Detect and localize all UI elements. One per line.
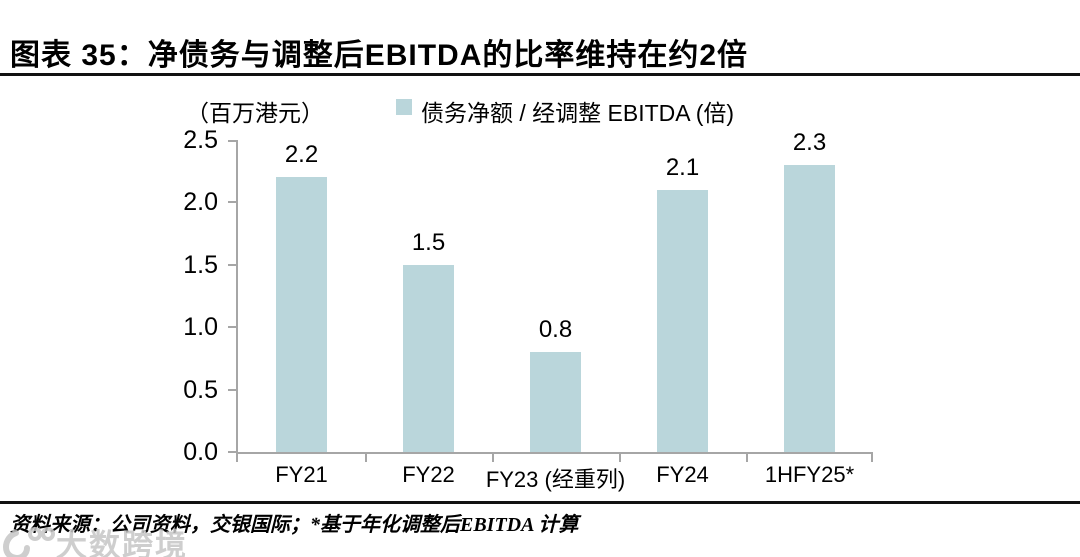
y-tick bbox=[228, 140, 236, 142]
x-tick-label: FY23 (经重列) bbox=[485, 467, 626, 492]
x-tick-label: FY21 bbox=[275, 462, 328, 487]
footer-divider bbox=[0, 501, 1080, 504]
y-axis-unit-label: （百万港元） bbox=[186, 100, 324, 126]
bar-value-label: 1.5 bbox=[411, 229, 446, 256]
y-tick bbox=[228, 451, 236, 453]
y-tick-label: 1.0 bbox=[183, 313, 218, 342]
source-note: 资料来源：公司资料，交银国际；*基于年化调整后EBITDA 计算 bbox=[10, 514, 579, 536]
y-tick bbox=[228, 326, 236, 329]
y-tick bbox=[228, 388, 236, 391]
bar-value-label: 0.8 bbox=[538, 316, 573, 343]
x-tick-label: FY24 bbox=[656, 462, 709, 487]
title-divider bbox=[0, 73, 1080, 76]
bar bbox=[657, 190, 708, 452]
y-tick bbox=[228, 263, 236, 266]
x-tick-label: 1HFY25* bbox=[764, 462, 855, 487]
x-tick bbox=[236, 454, 238, 462]
bar bbox=[276, 177, 327, 452]
plot-area: 2.2 FY21 1.5 FY22 0.8 FY23 (经重列) 2.1 FY24 2.3 1HF… bbox=[183, 126, 873, 492]
y-tick-label: 2.0 bbox=[183, 188, 218, 217]
legend-swatch-icon bbox=[396, 99, 412, 115]
x-tick bbox=[365, 454, 367, 462]
y-tick-label: 1.5 bbox=[183, 250, 218, 279]
bar bbox=[784, 165, 835, 452]
bar-value-label: 2.1 bbox=[665, 154, 700, 181]
y-tick bbox=[228, 201, 236, 204]
y-tick-label: 0.0 bbox=[183, 438, 218, 466]
x-tick bbox=[619, 454, 621, 462]
x-tick bbox=[871, 454, 873, 462]
legend-label: 债务净额 / 经调整 EBITDA (倍) bbox=[421, 100, 735, 126]
bar-value-label: 2.2 bbox=[284, 141, 319, 168]
bar-value-label: 2.3 bbox=[792, 129, 827, 156]
bar bbox=[403, 265, 454, 452]
y-tick-label: 2.5 bbox=[183, 126, 218, 154]
x-tick bbox=[492, 454, 494, 462]
chart-title: 图表 35：净债务与调整后EBITDA的比率维持在约2倍 bbox=[10, 39, 749, 72]
y-tick-label: 0.5 bbox=[183, 375, 218, 404]
x-tick-label: FY22 bbox=[402, 462, 455, 487]
bar bbox=[530, 352, 581, 452]
x-tick bbox=[746, 454, 748, 462]
legend: 债务净额 / 经调整 EBITDA (倍) bbox=[396, 94, 734, 128]
